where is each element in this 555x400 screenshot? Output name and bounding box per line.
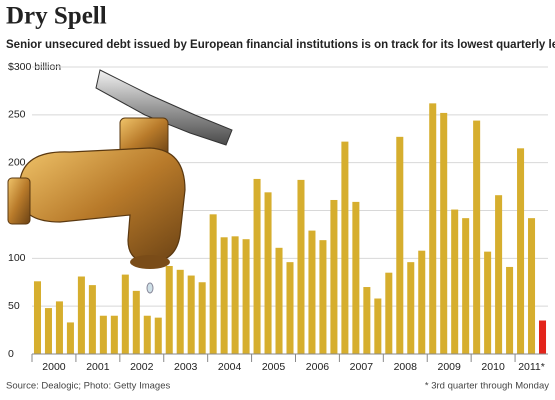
source-note: Source: Dealogic; Photo: Getty Images bbox=[6, 381, 170, 392]
y-tick-label: 250 bbox=[8, 109, 26, 121]
bar bbox=[198, 282, 206, 354]
x-tick-label: 2011* bbox=[518, 361, 545, 373]
x-tick-label: 2007 bbox=[350, 361, 374, 373]
x-tick-label: 2005 bbox=[262, 361, 286, 373]
bar bbox=[143, 315, 151, 354]
chart-title: Dry Spell bbox=[6, 3, 107, 30]
bar bbox=[538, 320, 547, 354]
y-tick-label: 200 bbox=[8, 156, 26, 168]
bar bbox=[88, 285, 96, 354]
x-tick-label: 2000 bbox=[42, 361, 66, 373]
bar bbox=[330, 199, 338, 354]
bar bbox=[440, 112, 448, 354]
bar bbox=[308, 230, 316, 354]
bar bbox=[517, 148, 525, 354]
bar bbox=[264, 192, 272, 354]
bar bbox=[165, 265, 173, 354]
x-tick-label: 2002 bbox=[130, 361, 154, 373]
bar bbox=[473, 120, 481, 354]
bar bbox=[66, 322, 74, 354]
bar bbox=[363, 287, 371, 354]
bar bbox=[341, 141, 349, 354]
bar bbox=[462, 218, 470, 354]
x-tick-label: 2006 bbox=[306, 361, 330, 373]
bar bbox=[286, 262, 294, 354]
x-tick-label: 2001 bbox=[86, 361, 110, 373]
bar bbox=[429, 103, 437, 354]
bar bbox=[407, 262, 415, 354]
bar bbox=[506, 266, 514, 354]
bar bbox=[396, 136, 404, 354]
y-tick-label: 50 bbox=[8, 300, 20, 312]
bar bbox=[99, 315, 107, 354]
bar bbox=[231, 236, 239, 354]
bar bbox=[110, 315, 118, 354]
x-tick-label: 2008 bbox=[394, 361, 418, 373]
bar bbox=[484, 251, 492, 354]
bar bbox=[242, 239, 250, 354]
bar bbox=[77, 276, 85, 354]
bar bbox=[209, 214, 217, 354]
faucet-photo bbox=[7, 69, 233, 294]
footnote: * 3rd quarter through Monday bbox=[425, 381, 549, 392]
bar bbox=[275, 247, 283, 354]
bar bbox=[374, 298, 382, 354]
bar bbox=[385, 272, 393, 354]
bar bbox=[319, 240, 327, 354]
bar bbox=[55, 301, 63, 354]
bar bbox=[132, 290, 140, 354]
bar bbox=[220, 237, 228, 354]
bar bbox=[187, 275, 195, 354]
bar bbox=[253, 178, 261, 354]
bar bbox=[495, 195, 503, 354]
y-tick-label: 0 bbox=[8, 348, 14, 360]
x-tick-label: 2003 bbox=[174, 361, 198, 373]
bar bbox=[418, 250, 426, 354]
bar bbox=[121, 274, 129, 354]
x-tick-label: 2010 bbox=[481, 361, 505, 373]
bar bbox=[528, 218, 536, 354]
bar bbox=[33, 281, 42, 354]
plot-area: 050100150200250$300 billion2000200120022… bbox=[8, 61, 548, 373]
x-tick-label: 2004 bbox=[218, 361, 242, 373]
x-tick-label: 2009 bbox=[438, 361, 462, 373]
y-tick-label: 100 bbox=[8, 252, 26, 264]
bar bbox=[154, 317, 162, 354]
bar bbox=[297, 179, 305, 354]
bar bbox=[352, 201, 360, 354]
chart-subtitle: Senior unsecured debt issued by European… bbox=[6, 39, 555, 51]
bar bbox=[44, 308, 52, 354]
bar bbox=[451, 209, 459, 354]
bar bbox=[176, 269, 184, 354]
